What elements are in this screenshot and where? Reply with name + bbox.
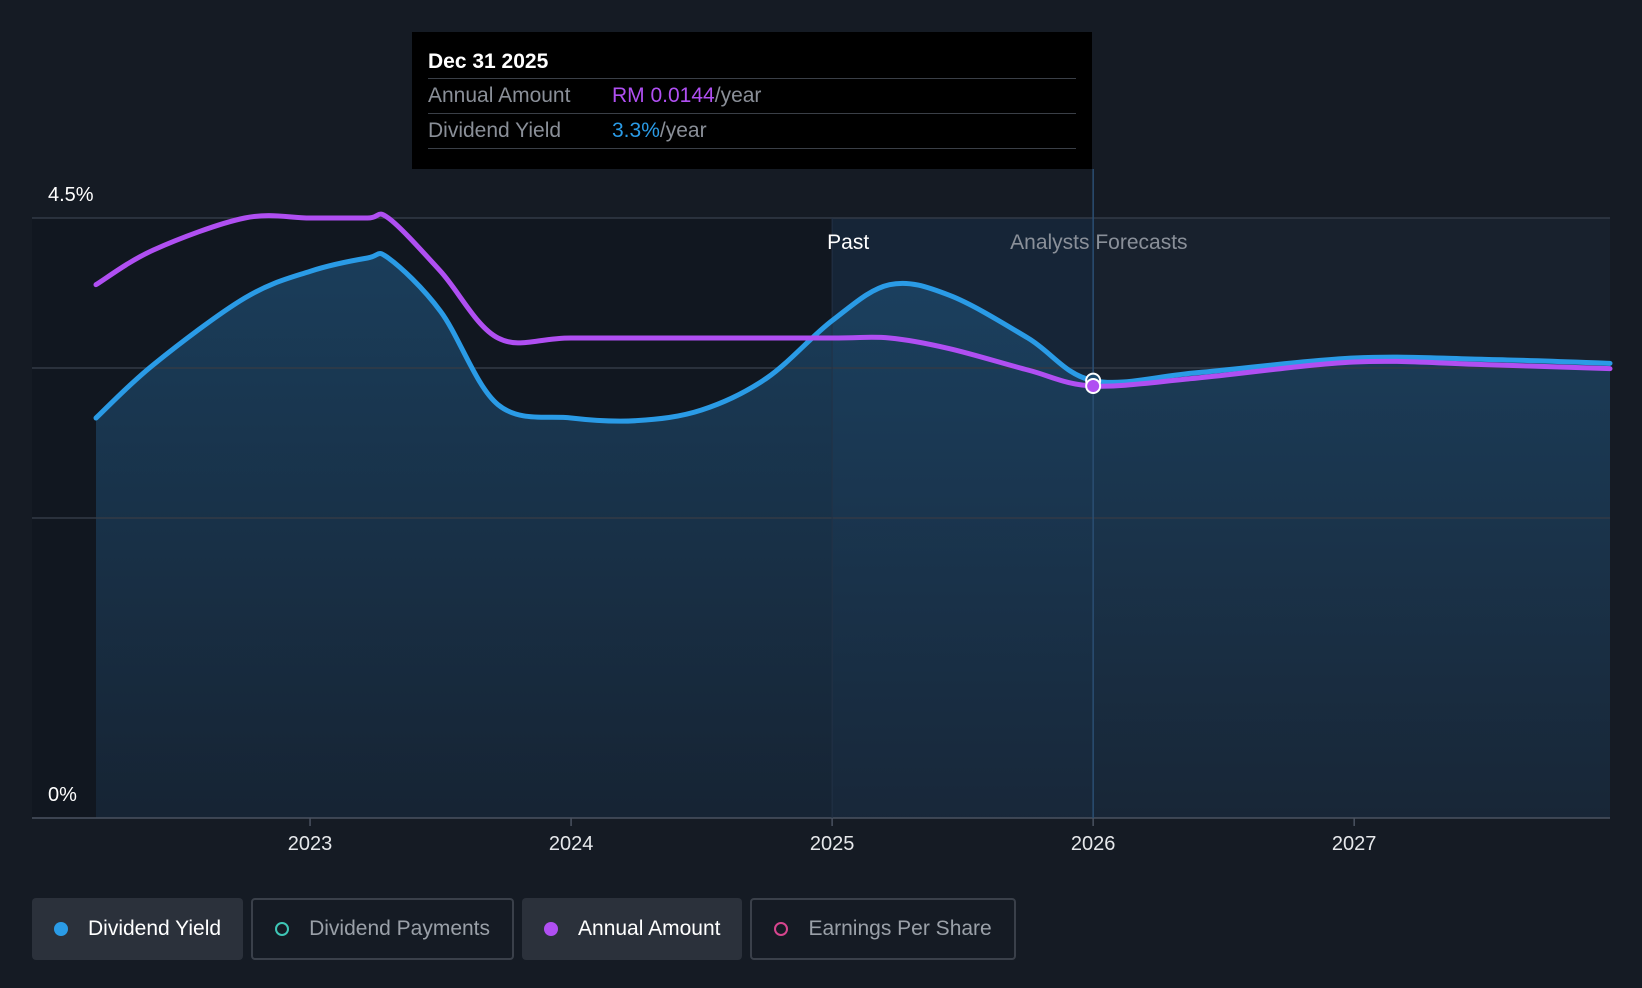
x-tick-label: 2024: [549, 833, 594, 855]
legend-earnings-per-share[interactable]: Earnings Per Share: [750, 898, 1016, 960]
x-tick-label: 2023: [288, 833, 333, 855]
legend-label: Earnings Per Share: [808, 917, 992, 940]
legend-label: Dividend Yield: [88, 917, 222, 940]
tooltip-label: Dividend Yield: [428, 119, 562, 142]
dividend-yield-line: [93, 251, 1613, 424]
tooltip-unit: /year: [714, 84, 762, 107]
tooltip-value: 3.3%: [612, 119, 660, 142]
tooltip-label: Annual Amount: [428, 84, 571, 107]
legend-annual-amount[interactable]: Annual Amount: [522, 898, 743, 960]
legend-label: Annual Amount: [578, 917, 721, 940]
legend-dot-icon: [54, 922, 68, 936]
x-tick-label: 2027: [1332, 833, 1377, 855]
tooltip: Dec 31 2025 Annual Amount RM 0.0144 /yea…: [412, 32, 1092, 169]
tooltip-unit: /year: [659, 119, 707, 142]
y-axis-top-label: 4.5%: [48, 184, 94, 206]
past-label: Past: [827, 231, 869, 254]
annual-amount-marker: [1085, 378, 1102, 394]
legend: Dividend Yield Dividend Payments Annual …: [32, 898, 1016, 960]
legend-dividend-payments[interactable]: Dividend Payments: [251, 898, 515, 960]
y-axis-bottom-label: 0%: [48, 784, 77, 806]
tooltip-date: Dec 31 2025: [428, 50, 549, 73]
dividend-yield-area: [96, 253, 1610, 819]
legend-dot-icon: [774, 922, 789, 936]
dividend-chart: 2023 2024 2025 2026 2027 4.5% 0% Past Analysts F…: [32, 169, 1613, 855]
legend-dividend-yield[interactable]: Dividend Yield: [32, 898, 244, 960]
tooltip-row-annual-amount: Annual Amount RM 0.0144 /year: [428, 78, 1076, 113]
x-tick-label: 2025: [810, 833, 855, 855]
forecast-label: Analysts Forecasts: [1010, 231, 1187, 254]
tooltip-value: RM 0.0144: [612, 84, 715, 107]
tooltip-row-dividend-yield: Dividend Yield 3.3% /year: [428, 113, 1076, 149]
legend-label: Dividend Payments: [309, 917, 491, 940]
annual-amount-line: [93, 211, 1613, 389]
legend-dot-icon: [275, 922, 290, 936]
x-tick-label: 2026: [1071, 833, 1116, 855]
legend-dot-icon: [544, 922, 559, 936]
